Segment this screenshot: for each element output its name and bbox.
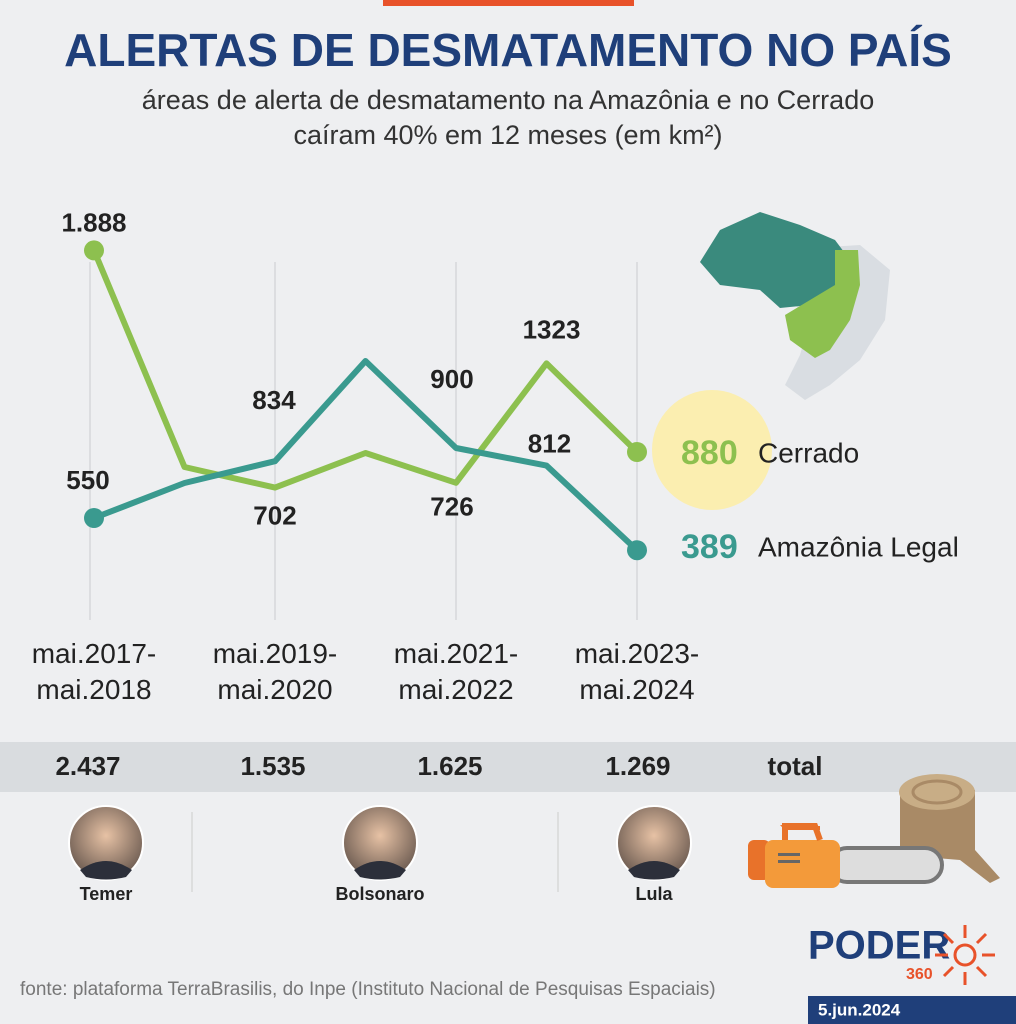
data-label: 726 (430, 492, 473, 522)
chainsaw-illustration (748, 774, 1000, 888)
x-tick-label: mai.2021-mai.2022 (393, 638, 519, 705)
point (84, 508, 104, 528)
logo-sun (935, 925, 995, 985)
total-value: 2.437 (55, 751, 120, 781)
highlight (652, 390, 772, 510)
line (91, 249, 640, 491)
data-label: 1.888 (61, 207, 126, 237)
legend-label: Cerrado (758, 437, 859, 468)
legend-value: 389 (681, 528, 738, 566)
total-value: 1.625 (417, 751, 482, 781)
president-photo (68, 805, 144, 881)
totals-band (0, 742, 1016, 792)
totals-label: total (768, 751, 823, 781)
data-label: 1323 (523, 314, 581, 344)
brazil-map (700, 212, 890, 400)
subtitle: caíram 40% em 12 meses (em km²) (293, 120, 722, 150)
data-label: 900 (430, 364, 473, 394)
president-name: Temer (80, 884, 133, 904)
x-tick-label: mai.2023-mai.2024 (574, 638, 700, 705)
president-suit (80, 861, 132, 880)
president-name: Lula (635, 884, 673, 904)
logo-text: PODER (808, 924, 950, 968)
chart-title: ALERTAS DE DESMATAMENTO NO PAÍS (64, 24, 952, 76)
x-tick-label: mai.2019-mai.2020 (212, 638, 338, 705)
president-photo (616, 805, 692, 881)
total-value: 1.269 (605, 751, 670, 781)
data-label: 834 (252, 385, 296, 415)
president-photo (342, 805, 418, 881)
president-suit (354, 861, 406, 880)
point (627, 442, 647, 462)
source: fonte: plataforma TerraBrasilis, do Inpe… (20, 979, 716, 1000)
president-suit (628, 861, 680, 880)
president-name: Bolsonaro (335, 884, 424, 904)
x-tick-label: mai.2017-mai.2018 (31, 638, 157, 705)
point (84, 240, 104, 261)
point (627, 540, 647, 561)
logo-number: 360 (906, 966, 933, 983)
subtitle: áreas de alerta de desmatamento na Amazô… (142, 85, 874, 115)
top-bar (383, 0, 634, 6)
legend-value: 880 (681, 434, 738, 472)
line (92, 358, 640, 553)
data-label: 812 (528, 428, 571, 458)
date-box (808, 996, 1016, 1024)
legend-label: Amazônia Legal (758, 531, 959, 562)
date: 5.jun.2024 (818, 1000, 901, 1019)
data-label: 550 (66, 465, 109, 495)
total-value: 1.535 (240, 751, 305, 781)
data-label: 702 (253, 500, 296, 530)
